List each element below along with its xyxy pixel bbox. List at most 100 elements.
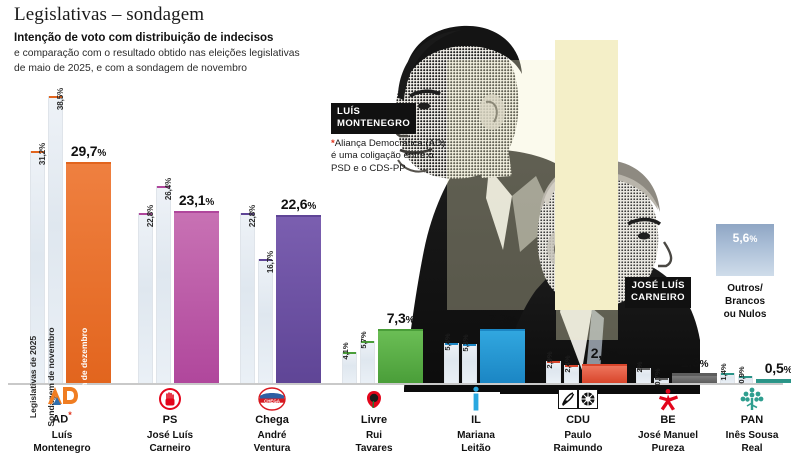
bar-value-label: 2% (634, 361, 644, 373)
party-name-text: Livre (360, 414, 388, 426)
bar-cdu-1: 2,9% (545, 352, 561, 383)
bar-cap (756, 379, 791, 382)
candidate-name: Mariana Leitão (421, 430, 531, 455)
outros-value-number: 5,6 (732, 231, 750, 245)
candidate-line-2: Ventura (253, 442, 291, 454)
ps-fist-icon (115, 386, 225, 412)
candidate-line-1: José Manuel (637, 430, 699, 441)
candidate-line-1: Luís (51, 430, 73, 441)
candidate-line-2: Pureza (651, 442, 685, 454)
x-axis-label-il: IL Mariana Leitão (421, 386, 531, 455)
candidate-line-2: Montenegro (33, 442, 91, 454)
callout-montenegro: LUÍS MONTENEGRO *Aliança Democrática (AD… (331, 103, 451, 176)
bar-value-label: 16,7% (265, 250, 275, 273)
bar-livre-3: 7,3% (378, 310, 423, 383)
outros-label: Outros/ Brancos ou Nulos (716, 282, 774, 321)
bar-cap (31, 150, 44, 153)
bar-ps-3: 23,1% (174, 192, 219, 383)
party-name: AD* (7, 410, 117, 426)
bar-cap (343, 352, 356, 355)
outros-bar: 5,6% (716, 224, 774, 276)
candidate-name: André Ventura (217, 430, 327, 455)
subtitle-text-1: e comparação com o resultado obtido nas … (14, 48, 300, 60)
bar-value-label: 7,3% (489, 310, 517, 326)
bar-ad-3: 29,7% Sondagem de dezembro (66, 143, 111, 426)
candidate-line-2: Leitão (461, 442, 491, 454)
bar-cap (721, 372, 734, 375)
candidate-line-2: Raimundo (553, 442, 603, 454)
pan-tree-icon (697, 386, 791, 412)
bars: 4,1% 5,7% 7,3% (340, 310, 423, 383)
bar-cap (49, 96, 62, 99)
bar-cap (139, 213, 152, 216)
candidate-line-2: Carneiro (149, 442, 191, 454)
bar-value-label: 0,9% (736, 366, 746, 384)
party-name: Livre (319, 414, 429, 426)
subtitle-text-2: de maio de 2025, e com a sondagem de nov… (14, 62, 247, 74)
bar-cap (259, 258, 272, 261)
bar-value-label: 5,4% (442, 333, 452, 351)
bar-value-number: 7,3 (488, 309, 508, 326)
party-name: PS (115, 414, 225, 426)
party-name-text: PS (162, 414, 178, 426)
bar-chega-2: 16,7% (258, 251, 275, 383)
bar-cap (739, 376, 752, 379)
candidate-line-2: Real (741, 442, 763, 454)
outros-label-3: ou Nulos (723, 309, 767, 320)
candidate-line-1: André (257, 430, 287, 441)
party-name-text: BE (660, 414, 676, 426)
bar-cap (174, 210, 219, 214)
candidate-name: Inês Sousa Real (697, 430, 791, 455)
bar-value-label: 2,9% (544, 351, 554, 370)
candidate-name: José Manuel Pureza (613, 430, 723, 455)
bar-pan-1: 1,4% (719, 363, 735, 383)
bar-be-2: 0,7% (653, 368, 669, 385)
bar-ad-1: 31,2% Legislativas de 2025 (28, 142, 47, 418)
bar-cap (241, 213, 254, 216)
bar-il-2: 5,3% (461, 334, 477, 383)
candidate-name: Luís Montenegro (7, 430, 117, 455)
bars: 31,2% Legislativas de 2025 38,5% Sondagem d… (28, 88, 111, 427)
bar-group-il: 5,4% 5,3% 7,3% IL Mariana Leitão (421, 0, 531, 459)
bar-percent-sign: % (307, 200, 317, 212)
bar-value-number: 0,5 (764, 360, 784, 377)
bar-group-chega: 22,8% 16,7% 22,6% CHEGA Chega André Ventura (217, 0, 327, 459)
bar-group-ps: 22,8% 26,4% 23,1% PS José Luís Carneiro (115, 0, 225, 459)
x-axis-label-ps: PS José Luís Carneiro (115, 386, 225, 455)
party-name-text: CDU (566, 414, 590, 426)
header: Legislativas – sondagem Intenção de voto… (14, 4, 414, 76)
bar-group-ad: 31,2% Legislativas de 2025 38,5% Sondagem d… (7, 0, 117, 459)
bar-cap (66, 161, 111, 165)
bar-chega-1: 22,8% (240, 205, 257, 383)
il-logo-icon (421, 386, 531, 412)
bar-value-label: 22,8% (247, 205, 257, 228)
bar-chega-3: 22,6% (276, 196, 321, 383)
bars: 22,8% 16,7% 22,6% (240, 196, 321, 383)
bar-cap (378, 328, 423, 332)
bar-value-label: 4,1% (340, 342, 350, 361)
montenegro-name-tag: LUÍS MONTENEGRO (331, 103, 417, 134)
footnote-asterisk: * (331, 137, 335, 149)
party-name-text: PAN (740, 414, 764, 426)
outros-label-1: Outros/ (727, 283, 763, 294)
party-name: BE (613, 414, 723, 426)
bar-value-number: 2,6 (590, 344, 610, 361)
bars: 1,4% 0,9% 0,5% (719, 360, 791, 384)
candidate-line-1: Inês Sousa (725, 430, 779, 441)
bar-value-label: 1,4% (718, 362, 728, 381)
candidate-line-1: Mariana (457, 430, 495, 441)
x-axis-label-pan: PAN Inês Sousa Real (697, 386, 791, 455)
x-axis-label-ad: AD* Luís Montenegro (7, 382, 117, 455)
bar-value-label: 7,3% (387, 310, 415, 326)
livre-poppy-icon (319, 386, 429, 412)
bar-percent-sign: % (699, 359, 709, 371)
outros-label-2: Brancos (724, 296, 765, 307)
candidate-name: José Luís Carneiro (115, 430, 225, 455)
bar-value-label: 23,1% (179, 192, 214, 208)
bar-value-label: 22,8% (145, 205, 155, 228)
bar-ps-2: 26,4% (156, 178, 173, 383)
bar-cap (157, 186, 170, 189)
bar-value-label: 0,7% (652, 368, 662, 386)
bars: 22,8% 26,4% 23,1% (138, 178, 219, 383)
bar-percent-sign: % (205, 196, 215, 208)
